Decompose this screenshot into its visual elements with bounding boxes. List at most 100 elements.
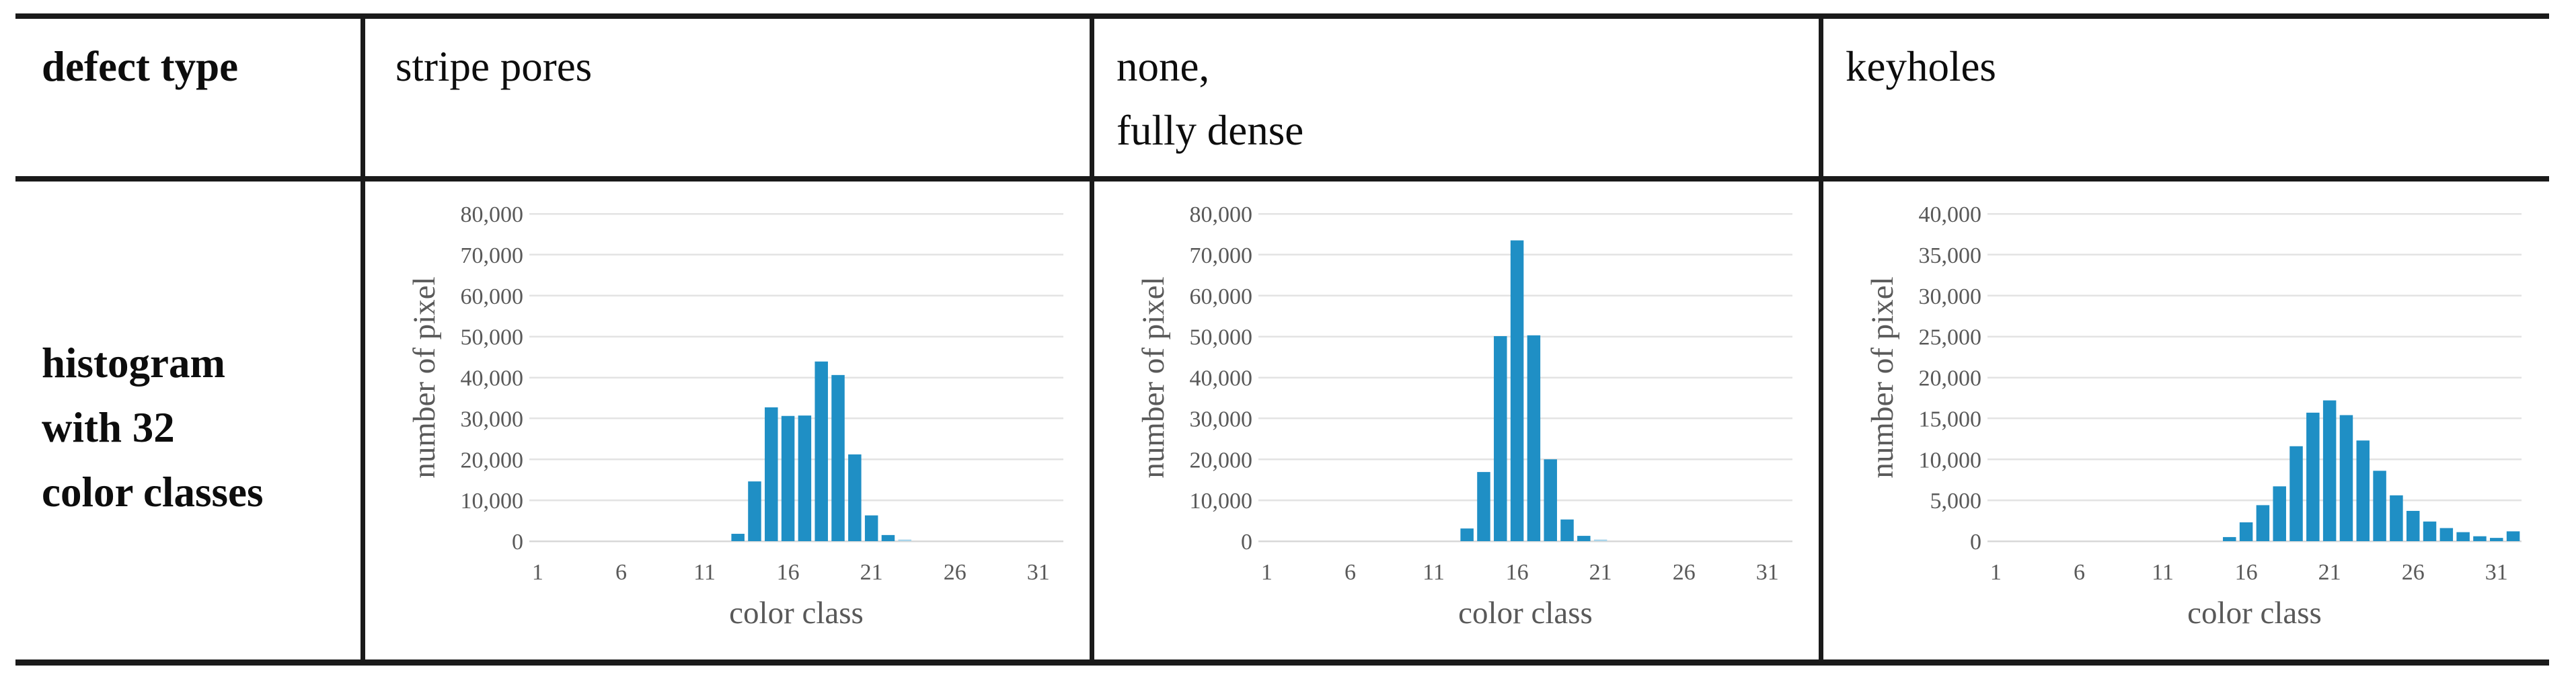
histogram-bar <box>2339 415 2353 541</box>
chart-none-fully-dense: 0 10,000 20,000 30,000 40,000 50,000 60,000 70,… <box>1094 182 1819 660</box>
x-tick-label: 11 <box>1423 560 1445 585</box>
header-col-stripe-pores-line: stripe pores <box>395 43 593 90</box>
x-tick-label: 16 <box>1506 560 1529 585</box>
histogram-bar <box>2373 471 2386 541</box>
x-tick-label: 26 <box>944 560 967 585</box>
y-tick-label: 35,000 <box>1919 243 1982 268</box>
y-tick-label: 70,000 <box>461 243 524 268</box>
x-tick-label: 6 <box>1344 560 1356 585</box>
histogram-bar <box>2506 531 2520 541</box>
x-tick-label: 1 <box>1990 560 2002 585</box>
y-tick-label: 0 <box>512 530 523 555</box>
y-tick-label: 5,000 <box>1930 489 1982 514</box>
histogram-bar <box>881 534 895 541</box>
row-label-histogram: histogram with 32 color classes <box>42 331 264 524</box>
table-header-separator <box>15 176 2549 182</box>
histogram-bar <box>2256 505 2270 541</box>
y-tick-label: 40,000 <box>1919 202 1982 227</box>
table-top-border <box>15 13 2549 19</box>
row-label-line-2: with 32 <box>42 404 175 451</box>
header-col-stripe-pores: stripe pores <box>395 35 592 99</box>
x-tick-label: 11 <box>2152 560 2174 585</box>
y-tick-label: 70,000 <box>1190 243 1253 268</box>
histogram-bar <box>2406 510 2420 541</box>
y-axis-title: number of pixel <box>1865 276 1900 478</box>
y-tick-label: 0 <box>1970 530 1981 555</box>
histogram-bar <box>848 454 862 541</box>
x-tick-label: 31 <box>2485 560 2508 585</box>
histogram-bar <box>2423 521 2437 541</box>
histogram-bar <box>1510 240 1524 541</box>
y-tick-label: 80,000 <box>461 202 524 227</box>
x-tick-label: 21 <box>860 560 883 585</box>
y-tick-label: 60,000 <box>461 284 524 309</box>
x-tick-label: 26 <box>2402 560 2425 585</box>
column-divider-3 <box>1819 16 1823 662</box>
histogram-bar <box>2473 536 2487 541</box>
x-tick-label: 6 <box>2074 560 2085 585</box>
x-tick-label: 16 <box>2235 560 2258 585</box>
y-tick-label: 20,000 <box>1190 448 1253 473</box>
histogram-bar <box>1460 528 1474 541</box>
table-bottom-border <box>15 659 2549 666</box>
histogram-bar <box>2390 495 2403 541</box>
x-axis-title: color class <box>2187 596 2322 631</box>
y-tick-label: 10,000 <box>1919 448 1982 473</box>
x-tick-label: 1 <box>532 560 543 585</box>
histogram-svg: 0 5,000 10,000 15,000 20,000 25,000 30,000 35,0… <box>1865 202 2522 631</box>
histogram-bar <box>2306 412 2320 541</box>
header-col-none-line-2: fully dense <box>1116 107 1304 154</box>
histogram-bar <box>2490 538 2503 541</box>
y-tick-label: 10,000 <box>461 489 524 514</box>
column-divider-1 <box>361 16 365 662</box>
histogram-bar <box>1593 539 1607 541</box>
histogram-bar <box>815 361 828 541</box>
x-axis-title: color class <box>729 596 864 631</box>
histogram-bar <box>2289 446 2303 541</box>
header-col-none-line-1: none, <box>1116 43 1210 90</box>
y-tick-label: 60,000 <box>1190 284 1253 309</box>
histogram-bar <box>731 534 745 541</box>
histogram-bar <box>2322 400 2337 541</box>
header-defect-type-label: defect type <box>42 43 239 90</box>
histogram-bar <box>1577 536 1591 541</box>
x-tick-label: 21 <box>2318 560 2341 585</box>
y-tick-label: 40,000 <box>1190 366 1253 391</box>
x-tick-label: 11 <box>693 560 716 585</box>
histogram-bar <box>898 539 912 541</box>
y-tick-label: 30,000 <box>461 407 524 432</box>
histogram-bar <box>2439 528 2454 541</box>
histogram-svg: 0 10,000 20,000 30,000 40,000 50,000 60,000 70,… <box>1136 202 1792 631</box>
y-tick-label: 25,000 <box>1919 325 1982 350</box>
histogram-bar <box>1560 519 1574 541</box>
x-tick-label: 1 <box>1261 560 1273 585</box>
row-label-line-1: histogram <box>42 339 225 387</box>
x-tick-label: 16 <box>777 560 800 585</box>
chart-keyholes: 0 5,000 10,000 15,000 20,000 25,000 30,000 35,0… <box>1823 182 2549 660</box>
x-tick-label: 21 <box>1589 560 1612 585</box>
histogram-bar <box>1477 472 1490 541</box>
y-tick-label: 10,000 <box>1190 489 1253 514</box>
histogram-bar <box>2456 532 2470 541</box>
y-tick-label: 50,000 <box>1190 325 1253 350</box>
chart-stripe-pores: 0 10,000 20,000 30,000 40,000 50,000 60,000 70,… <box>365 182 1090 660</box>
histogram-bar <box>2239 522 2253 541</box>
x-tick-label: 31 <box>1756 560 1779 585</box>
histogram-bar <box>1494 336 1507 541</box>
y-tick-label: 20,000 <box>461 448 524 473</box>
y-tick-label: 80,000 <box>1190 202 1253 227</box>
row-label-line-3: color classes <box>42 469 264 516</box>
histogram-bar <box>2273 486 2286 541</box>
y-axis-title: number of pixel <box>1136 276 1171 478</box>
column-divider-2 <box>1090 16 1094 662</box>
header-col-keyholes-line: keyholes <box>1846 43 1996 90</box>
histogram-bar <box>2223 536 2236 541</box>
histogram-bar <box>1527 335 1541 541</box>
histogram-bar <box>798 415 812 541</box>
y-tick-label: 30,000 <box>1919 284 1982 309</box>
x-tick-label: 26 <box>1673 560 1696 585</box>
header-col-none-fully-dense: none, fully dense <box>1116 35 1303 163</box>
y-tick-label: 40,000 <box>461 366 524 391</box>
y-axis-title: number of pixel <box>407 276 442 478</box>
